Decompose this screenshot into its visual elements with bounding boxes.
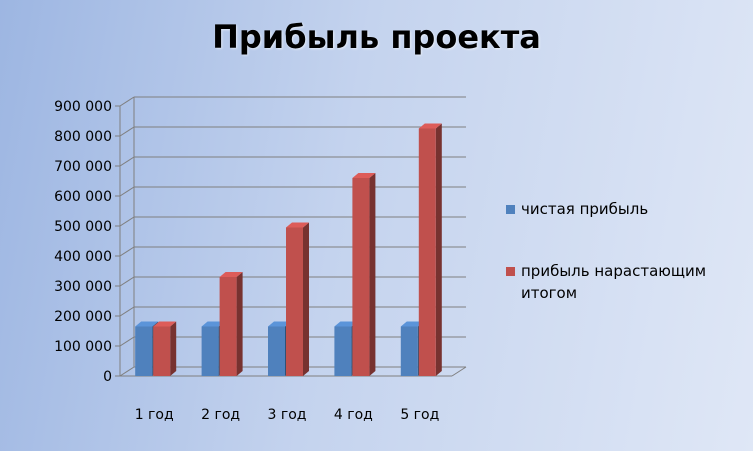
x-tick-label: 4 год <box>334 407 373 423</box>
bar-top <box>334 321 358 327</box>
y-tick-label: 500 000 <box>54 219 112 235</box>
x-tick-label: 1 год <box>135 407 174 423</box>
bar-top <box>352 173 376 178</box>
x-tick-label: 2 год <box>201 407 240 423</box>
bar-top <box>135 321 159 327</box>
y-tick-label: 600 000 <box>54 189 112 205</box>
bar-cumulative-profit <box>153 326 171 376</box>
y-tick-label: 0 <box>103 369 112 385</box>
bar-cumulative-profit <box>219 277 237 376</box>
gridline-side <box>119 156 135 167</box>
bar-top <box>219 272 243 277</box>
gridline-side <box>119 246 135 257</box>
bar-top <box>201 321 225 327</box>
y-tick-label: 100 000 <box>54 339 112 355</box>
bar-top <box>418 123 442 129</box>
bar-top <box>286 222 309 228</box>
gridline-side <box>119 186 135 197</box>
legend-label: чистая прибыль <box>521 200 648 218</box>
y-tick-label: 300 000 <box>54 279 112 295</box>
x-tick-label: 5 год <box>400 407 439 423</box>
legend-label: прибыль нарастающим итогом <box>521 262 706 302</box>
bar-side <box>435 123 442 376</box>
floor-edge <box>451 366 467 377</box>
bar-cumulative-profit <box>286 227 303 376</box>
bar-side <box>369 173 376 376</box>
legend-swatch <box>506 205 515 214</box>
x-tick-label: 3 год <box>268 407 307 423</box>
gridline-side <box>119 126 135 137</box>
bar-net-profit <box>268 326 285 376</box>
bar-net-profit <box>400 326 418 376</box>
bar-top <box>268 321 291 327</box>
y-tick-label: 700 000 <box>54 159 112 175</box>
gridline-side <box>119 366 135 377</box>
bar-net-profit <box>334 326 352 376</box>
y-tick-label: 400 000 <box>54 249 112 265</box>
bar-top <box>153 321 177 327</box>
gridline-side <box>119 216 135 227</box>
gridline-side <box>119 336 135 347</box>
bar-cumulative-profit <box>352 178 370 376</box>
bar-side <box>303 222 309 376</box>
gridline-side <box>119 96 135 107</box>
bar-side <box>236 272 243 376</box>
gridline-side <box>119 276 135 287</box>
bar-side <box>170 321 177 376</box>
chart-title: Прибыль проекта <box>212 18 541 56</box>
bar-net-profit <box>201 326 219 376</box>
legend-swatch <box>506 267 515 276</box>
y-tick-label: 900 000 <box>54 99 112 115</box>
gridline-side <box>119 306 135 317</box>
bar-cumulative-profit <box>418 128 436 376</box>
bar-net-profit <box>135 326 153 376</box>
y-tick-label: 200 000 <box>54 309 112 325</box>
y-tick-label: 800 000 <box>54 129 112 145</box>
bar-top <box>400 321 424 327</box>
